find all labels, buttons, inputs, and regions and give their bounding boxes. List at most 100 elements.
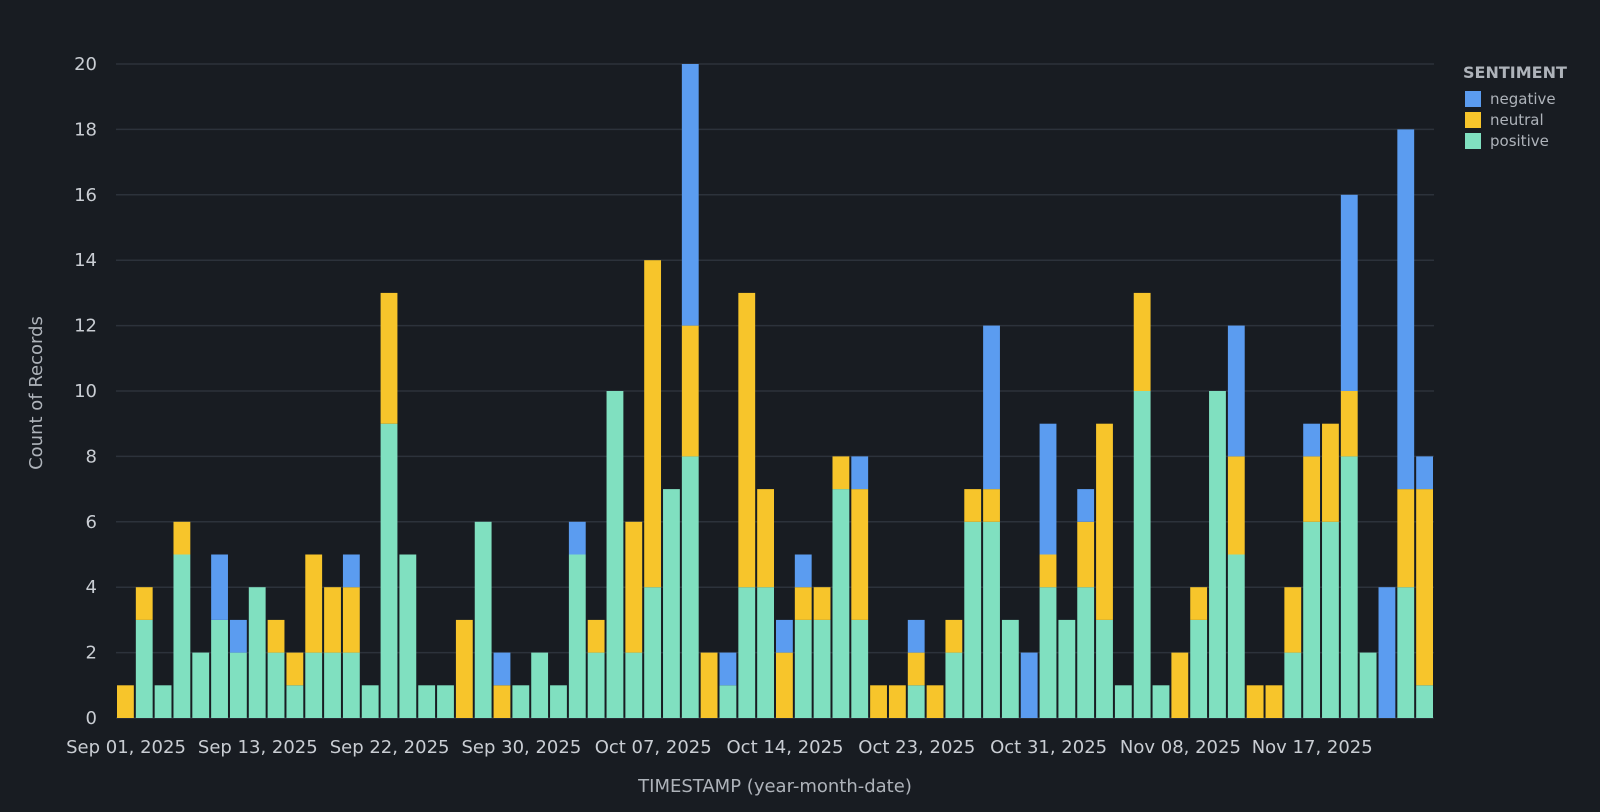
bar-positive[interactable]	[1096, 619, 1113, 718]
bar-negative[interactable]	[342, 554, 360, 588]
bar-positive[interactable]	[719, 685, 737, 718]
bar-positive[interactable]	[1133, 391, 1151, 718]
bar-negative[interactable]	[1416, 456, 1433, 490]
bar-negative[interactable]	[1303, 423, 1321, 457]
bar-neutral[interactable]	[1077, 521, 1095, 588]
bar-neutral[interactable]	[738, 292, 756, 588]
bar-neutral[interactable]	[324, 587, 341, 653]
bar-positive[interactable]	[192, 652, 210, 718]
bar-positive[interactable]	[474, 521, 492, 718]
bar-positive[interactable]	[361, 685, 379, 718]
bar-positive[interactable]	[1227, 554, 1245, 719]
bar-neutral[interactable]	[776, 652, 793, 718]
bar-positive[interactable]	[173, 554, 191, 719]
bar-neutral[interactable]	[173, 521, 191, 555]
bar-positive[interactable]	[1001, 619, 1019, 718]
bar-negative[interactable]	[1378, 587, 1396, 718]
bar-neutral[interactable]	[587, 619, 605, 653]
bar-negative[interactable]	[1077, 489, 1095, 522]
bar-neutral[interactable]	[757, 489, 774, 588]
bar-negative[interactable]	[1397, 129, 1415, 490]
bar-neutral[interactable]	[117, 685, 134, 718]
bar-positive[interactable]	[644, 587, 662, 718]
bar-positive[interactable]	[813, 619, 831, 718]
bar-negative[interactable]	[851, 456, 869, 490]
bar-negative[interactable]	[211, 554, 228, 620]
bar-neutral[interactable]	[1322, 423, 1339, 522]
bar-neutral[interactable]	[267, 619, 285, 653]
bar-negative[interactable]	[983, 325, 1000, 490]
bar-positive[interactable]	[794, 619, 812, 718]
bar-negative[interactable]	[493, 652, 511, 686]
bar-neutral[interactable]	[1265, 685, 1283, 718]
bar-positive[interactable]	[832, 489, 850, 718]
bar-positive[interactable]	[606, 391, 624, 718]
bar-negative[interactable]	[681, 64, 699, 326]
bar-neutral[interactable]	[681, 325, 699, 457]
bar-positive[interactable]	[983, 521, 1000, 718]
bar-negative[interactable]	[1340, 194, 1358, 391]
bar-neutral[interactable]	[305, 554, 323, 653]
bar-positive[interactable]	[625, 652, 643, 718]
bar-positive[interactable]	[945, 652, 963, 718]
bar-neutral[interactable]	[455, 619, 473, 718]
bar-positive[interactable]	[1039, 587, 1057, 718]
bar-positive[interactable]	[324, 652, 341, 718]
bar-positive[interactable]	[964, 521, 982, 718]
bar-positive[interactable]	[1340, 456, 1358, 718]
bar-neutral[interactable]	[907, 652, 925, 686]
bar-neutral[interactable]	[380, 292, 398, 424]
bar-neutral[interactable]	[870, 685, 887, 718]
bar-neutral[interactable]	[983, 489, 1000, 522]
bar-positive[interactable]	[1284, 652, 1302, 718]
bar-neutral[interactable]	[625, 521, 643, 653]
bar-positive[interactable]	[248, 587, 266, 718]
bar-positive[interactable]	[267, 652, 285, 718]
bar-neutral[interactable]	[644, 260, 662, 588]
bar-positive[interactable]	[437, 685, 454, 718]
bar-neutral[interactable]	[342, 587, 360, 653]
bar-neutral[interactable]	[700, 652, 718, 718]
bar-neutral[interactable]	[926, 685, 944, 718]
bar-neutral[interactable]	[1190, 587, 1208, 620]
bar-positive[interactable]	[229, 652, 247, 718]
bar-positive[interactable]	[587, 652, 605, 718]
bar-negative[interactable]	[719, 652, 737, 686]
bar-neutral[interactable]	[1246, 685, 1264, 718]
bar-positive[interactable]	[1322, 521, 1339, 718]
bar-positive[interactable]	[738, 587, 756, 718]
bar-positive[interactable]	[1114, 685, 1132, 718]
bar-positive[interactable]	[342, 652, 360, 718]
bar-positive[interactable]	[135, 619, 153, 718]
bar-neutral[interactable]	[1397, 489, 1415, 588]
bar-neutral[interactable]	[1096, 423, 1113, 620]
bar-positive[interactable]	[154, 685, 172, 718]
bar-positive[interactable]	[531, 652, 549, 718]
bar-neutral[interactable]	[1039, 554, 1057, 588]
bar-positive[interactable]	[1359, 652, 1377, 718]
bar-neutral[interactable]	[945, 619, 963, 653]
bar-positive[interactable]	[550, 685, 567, 718]
bar-positive[interactable]	[211, 619, 228, 718]
bar-negative[interactable]	[776, 619, 793, 653]
bar-negative[interactable]	[907, 619, 925, 653]
bar-positive[interactable]	[757, 587, 774, 718]
bar-positive[interactable]	[1416, 685, 1433, 718]
bar-positive[interactable]	[512, 685, 530, 718]
bar-positive[interactable]	[1152, 685, 1170, 718]
bar-negative[interactable]	[568, 521, 586, 555]
bar-positive[interactable]	[1303, 521, 1321, 718]
bar-positive[interactable]	[663, 489, 680, 718]
bar-positive[interactable]	[418, 685, 436, 718]
bar-neutral[interactable]	[813, 587, 831, 620]
bar-neutral[interactable]	[493, 685, 511, 718]
bar-positive[interactable]	[305, 652, 323, 718]
bar-positive[interactable]	[286, 685, 304, 718]
bar-neutral[interactable]	[964, 489, 982, 522]
bar-neutral[interactable]	[1340, 391, 1358, 457]
bar-negative[interactable]	[229, 619, 247, 653]
bar-positive[interactable]	[568, 554, 586, 719]
bar-neutral[interactable]	[832, 456, 850, 490]
bar-neutral[interactable]	[286, 652, 304, 686]
bar-negative[interactable]	[794, 554, 812, 588]
